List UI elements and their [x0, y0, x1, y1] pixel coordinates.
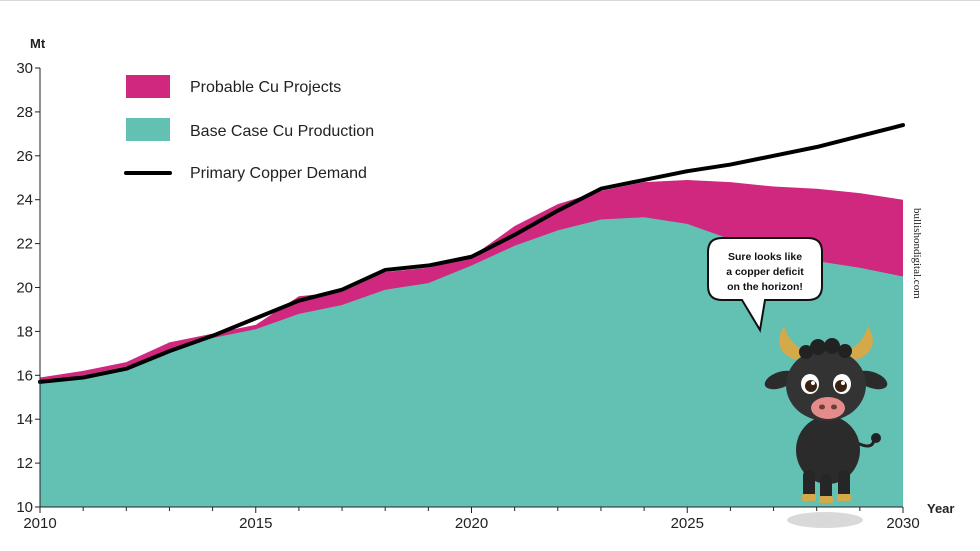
- speech-bubble: Sure looks like a copper deficit on the …: [707, 237, 823, 333]
- legend-label-demand: Primary Copper Demand: [190, 165, 367, 182]
- legend-label-probable-projects: Probable Cu Projects: [190, 79, 341, 96]
- bull-icon: [764, 326, 888, 528]
- y-tick-label: 20: [16, 280, 33, 297]
- line-series-group: [38, 123, 905, 384]
- speech-bubble-line-3: on the horizon!: [727, 281, 803, 293]
- y-tick-label: 28: [16, 104, 33, 121]
- x-tick-label: 2015: [239, 515, 272, 532]
- legend: Probable Cu Projects Base Case Cu Produc…: [124, 75, 374, 182]
- speech-bubble-shape: [707, 237, 823, 333]
- y-tick-label: 10: [16, 499, 33, 516]
- y-tick-label: 18: [16, 323, 33, 340]
- y-tick-label: 22: [16, 236, 33, 253]
- y-tick-label: 24: [16, 192, 33, 209]
- legend-label-base-case: Base Case Cu Production: [190, 123, 374, 140]
- legend-swatch-probable-projects: [126, 75, 170, 98]
- x-tick-label: 2030: [886, 515, 919, 532]
- speech-bubble-line-1: Sure looks like: [728, 251, 802, 263]
- y-axis-ticks: 10 12 14 16 18 20 22 24 26 28 30: [16, 60, 40, 516]
- area-series-group: [40, 179, 903, 507]
- x-tick-label: 2025: [671, 515, 704, 532]
- x-axis-title: Year: [927, 501, 954, 516]
- y-axis-unit-label: Mt: [30, 36, 46, 51]
- x-tick-label: 2020: [455, 515, 488, 532]
- watermark-text: bullishondigital.com: [911, 208, 923, 299]
- x-tick-label: 2010: [23, 515, 56, 532]
- line-primary-copper-demand: [38, 123, 905, 384]
- y-tick-label: 26: [16, 148, 33, 165]
- speech-bubble-line-2: a copper deficit: [726, 266, 804, 278]
- y-tick-label: 16: [16, 367, 33, 384]
- area-base-case-cu-production: [40, 217, 903, 507]
- legend-swatch-base-case: [126, 118, 170, 141]
- y-tick-label: 14: [16, 411, 33, 428]
- y-tick-label: 30: [16, 60, 33, 77]
- y-tick-label: 12: [16, 455, 33, 472]
- x-axis-ticks: 2010 2015 2020 2025 2030: [23, 507, 920, 532]
